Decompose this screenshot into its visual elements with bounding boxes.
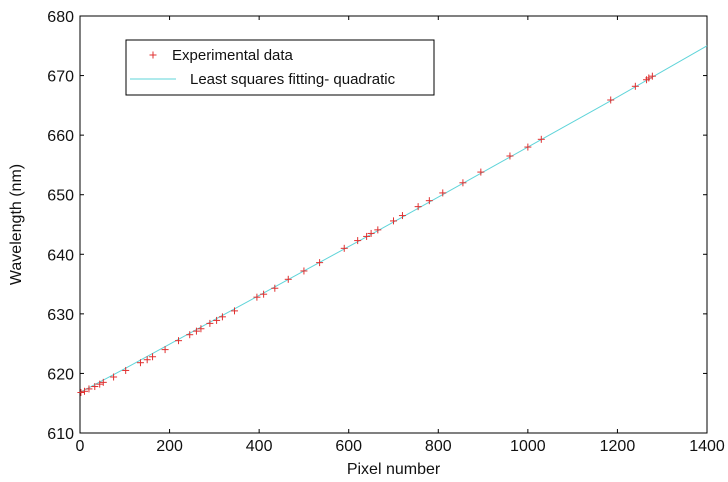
- data-point: [398, 212, 406, 220]
- data-point: [85, 385, 93, 393]
- data-point: [77, 388, 85, 396]
- data-point: [91, 383, 99, 391]
- data-point: [149, 353, 157, 361]
- tick-layer: 0 200 400 600 800 1000 1200 1400 610 620 630 640 650…: [47, 9, 725, 455]
- data-point: [524, 143, 532, 151]
- data-point: [175, 337, 183, 345]
- data-point: [197, 325, 205, 333]
- data-point: [110, 373, 118, 381]
- data-point: [80, 387, 88, 395]
- data-point: [506, 152, 514, 160]
- x-tick-label: 1000: [510, 438, 546, 455]
- data-point: [143, 356, 151, 364]
- data-point: [161, 346, 169, 354]
- data-point: [648, 72, 656, 80]
- data-point: [459, 179, 467, 187]
- data-point: [122, 366, 130, 374]
- legend-label-fit: Least squares fitting- quadratic: [190, 71, 396, 88]
- data-point: [607, 96, 615, 104]
- data-point: [231, 307, 239, 315]
- data-point: [439, 189, 447, 197]
- data-point: [363, 232, 371, 240]
- legend: Experimental data Least squares fitting-…: [125, 39, 435, 96]
- data-point: [316, 259, 324, 267]
- x-axis-label: Pixel number: [347, 461, 441, 478]
- data-point: [218, 313, 226, 321]
- x-tick-label: 1200: [600, 438, 636, 455]
- legend-box: [125, 39, 435, 96]
- legend-marker-sample: [149, 51, 157, 59]
- marker-layer: [77, 72, 656, 396]
- x-tick-label: 800: [425, 438, 452, 455]
- legend-label-experimental: Experimental data: [172, 47, 294, 64]
- data-point: [284, 275, 292, 283]
- data-point: [645, 74, 653, 82]
- data-point: [477, 168, 485, 176]
- y-tick-label: 610: [47, 426, 74, 443]
- data-point: [300, 267, 308, 275]
- data-point: [354, 237, 362, 245]
- x-tick-label: 1400: [689, 438, 725, 455]
- y-tick-label: 630: [47, 307, 74, 324]
- y-tick-label: 660: [47, 128, 74, 145]
- y-tick-label: 680: [47, 9, 74, 26]
- data-point: [631, 82, 639, 90]
- legend-marker: [149, 51, 157, 59]
- x-tick-label: 200: [156, 438, 183, 455]
- data-point: [136, 359, 144, 367]
- data-point: [96, 380, 104, 388]
- data-point: [260, 290, 268, 298]
- data-point: [192, 327, 200, 335]
- data-point: [374, 226, 382, 234]
- data-point: [271, 284, 279, 292]
- data-point: [340, 244, 348, 252]
- data-point: [390, 217, 397, 225]
- data-point: [99, 378, 107, 386]
- data-point: [537, 135, 545, 143]
- x-tick-label: 600: [335, 438, 362, 455]
- data-point: [367, 229, 375, 237]
- data-point: [425, 197, 433, 205]
- data-point: [213, 316, 221, 324]
- y-tick-label: 620: [47, 366, 74, 383]
- x-tick-label: 400: [246, 438, 273, 455]
- data-point: [414, 203, 422, 211]
- y-axis-label: Wavelength (nm): [8, 164, 25, 285]
- data-point: [186, 331, 194, 339]
- y-tick-label: 640: [47, 247, 74, 264]
- data-point: [253, 293, 261, 301]
- y-tick-label: 670: [47, 69, 74, 86]
- y-tick-label: 650: [47, 188, 74, 205]
- data-point: [206, 319, 214, 327]
- x-tick-label: 0: [76, 438, 85, 455]
